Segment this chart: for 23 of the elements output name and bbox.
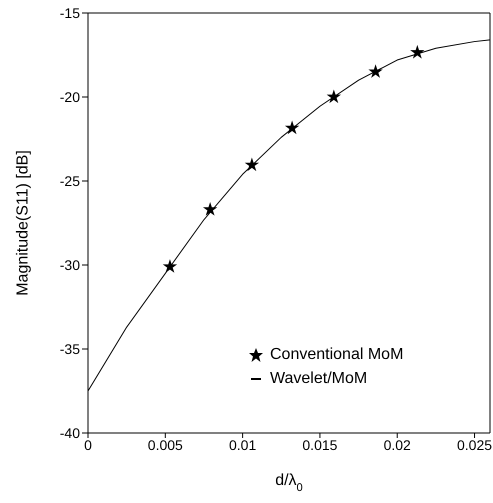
point (410, 44, 425, 59)
point (202, 202, 218, 216)
x-tick-label: 0.015 (302, 436, 338, 453)
y-tick-label: -30 (60, 256, 80, 273)
y-tick-label: -35 (60, 340, 80, 357)
x-tick-label: 0 (84, 436, 92, 453)
y-tick-label: -20 (60, 88, 80, 105)
x-tick-label: 0.005 (148, 436, 184, 453)
y-tick-label: -40 (60, 424, 80, 441)
x-tick-label: 0.02 (384, 436, 412, 453)
point (162, 259, 178, 273)
point (326, 89, 342, 104)
x-tick-label: 0.01 (228, 436, 256, 453)
point (284, 120, 300, 134)
point (244, 157, 260, 172)
y-tick-label: -25 (60, 172, 80, 189)
legend-label: Wavelet/MoM (270, 370, 368, 387)
x-axis-title: d/λ$_{0}$ (275, 472, 303, 494)
point (368, 64, 383, 78)
legend-label: Conventional MoM (270, 346, 404, 363)
y-axis-title: Magnitude(S11) [dB] (14, 150, 32, 296)
y-tick-label: -15 (60, 4, 80, 21)
x-tick-label: 0.025 (457, 436, 492, 453)
